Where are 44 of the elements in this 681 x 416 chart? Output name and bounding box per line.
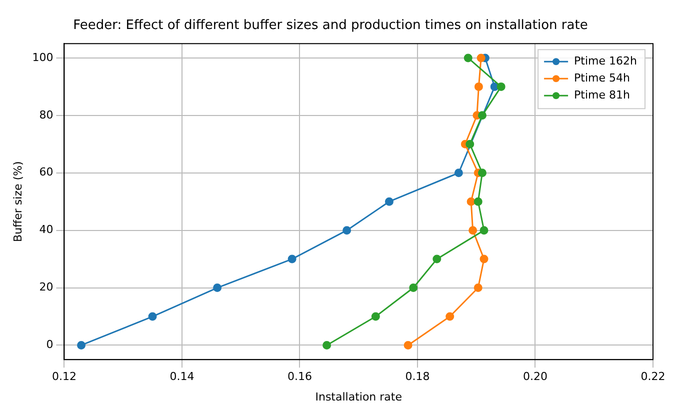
point [466,197,476,206]
y-tick-label: 0 [46,338,54,352]
point [409,284,418,292]
x-tick-label: 0.18 [405,370,430,384]
point [480,254,488,264]
point [446,312,454,321]
point [474,284,482,292]
y-axis-title: Buffer size (%) [11,161,24,242]
point [432,254,442,264]
y-tick-label: 60 [39,166,54,179]
point [478,168,486,178]
x-tick-label: 0.12 [52,370,76,384]
y-tick-label: 20 [39,280,54,294]
point [384,197,394,206]
point [478,111,486,120]
point [371,312,380,321]
x-tick-label: 0.16 [287,370,312,384]
point [480,226,488,235]
legend-label: Ptime 162h [574,54,638,68]
y-tick-label: 100 [32,50,54,64]
point [464,54,472,62]
chart-title: Feeder: Effect of different buffer sizes and production times on installation rate [73,18,588,34]
point [496,82,506,91]
point [77,340,86,350]
point [404,340,412,350]
x-axis-title: Installation rate [315,390,402,404]
legend-label: Ptime 81h [574,88,630,102]
x-tick-label: 0.22 [640,370,666,384]
point [288,254,296,264]
point [476,54,486,62]
point [454,168,463,178]
x-tick-label: 0.20 [522,370,548,384]
point [474,197,482,206]
point [468,226,478,235]
point [466,140,474,148]
y-tick-label: 40 [39,223,54,236]
point [342,226,352,235]
point [148,312,157,321]
point [474,82,483,91]
point [322,340,332,350]
y-tick-label: 80 [39,108,54,122]
x-tick-label: 0.14 [170,370,194,384]
legend-label: Ptime 54h [574,71,630,84]
point [213,284,222,292]
